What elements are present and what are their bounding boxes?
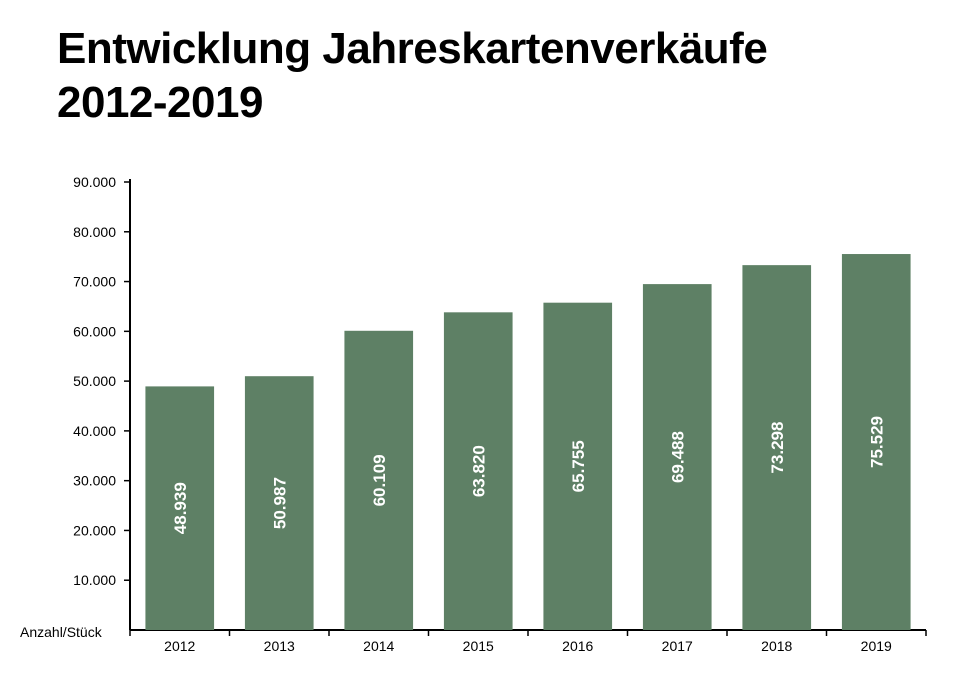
- bar-2018: [742, 265, 812, 630]
- bar-2016: [543, 302, 613, 630]
- x-tick-label: 2014: [363, 638, 394, 654]
- data-label: 48.939: [171, 482, 190, 534]
- data-label: 75.529: [867, 416, 886, 468]
- data-label: 60.109: [370, 454, 389, 506]
- y-tick-label: 80.000: [73, 224, 116, 240]
- chart-title-line-1: Entwicklung Jahreskartenverkäufe: [57, 24, 768, 73]
- x-tick-label: 2016: [562, 638, 593, 654]
- data-label: 50.987: [270, 477, 289, 529]
- y-tick-label: 90.000: [73, 174, 116, 190]
- bar-2015: [443, 312, 513, 630]
- y-tick-label: 40.000: [73, 423, 116, 439]
- y-tick-label: 30.000: [73, 473, 116, 489]
- bars: 2012 48.939 2013 50.987 2014 60.109 2015 63.820…: [145, 254, 911, 654]
- x-tick-label: 2013: [264, 638, 295, 654]
- y-tick-label: 60.000: [73, 323, 116, 339]
- y-tick-label: 70.000: [73, 274, 116, 290]
- x-tick-label: 2019: [861, 638, 892, 654]
- data-label: 73.298: [768, 422, 787, 474]
- data-label: 65.755: [569, 440, 588, 492]
- x-tick-label: 2018: [761, 638, 792, 654]
- bar-2017: [642, 284, 712, 630]
- y-axis: 10.000 20.000 30.000 40.000 50.000 60.000 70.0…: [73, 174, 131, 630]
- bar-2013: [244, 376, 314, 630]
- bar-2019: [841, 254, 911, 630]
- x-tick-label: 2012: [164, 638, 195, 654]
- data-label: 63.820: [469, 445, 488, 497]
- bar-2014: [344, 330, 414, 630]
- y-tick-label: 50.000: [73, 373, 116, 389]
- chart-title: Entwicklung Jahreskartenverkäufe 2012-20…: [57, 22, 768, 130]
- y-tick-label: 20.000: [73, 522, 116, 538]
- x-tick-label: 2015: [463, 638, 494, 654]
- chart-title-line-2: 2012-2019: [57, 78, 263, 127]
- data-label: 69.488: [668, 431, 687, 483]
- bar-2012: [145, 386, 215, 630]
- x-axis: [129, 629, 927, 636]
- y-axis-unit-label: Anzahl/Stück: [20, 624, 103, 640]
- x-tick-label: 2017: [662, 638, 693, 654]
- y-tick-label: 10.000: [73, 572, 116, 588]
